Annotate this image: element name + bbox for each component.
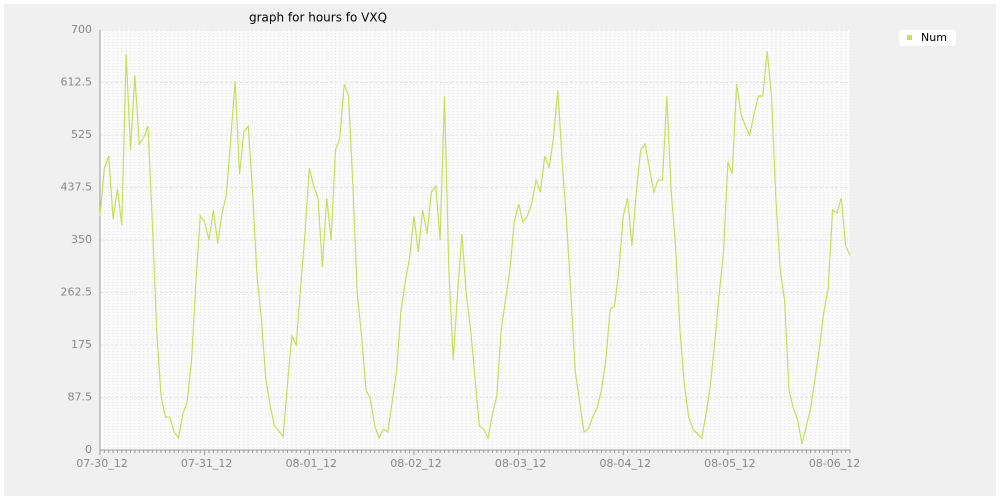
x-tick-label: 08-01_12: [286, 457, 337, 470]
y-tick-label: 525: [71, 128, 92, 141]
x-tick-label: 08-02_12: [390, 457, 441, 470]
legend[interactable]: Num: [899, 30, 956, 46]
legend-box: [899, 30, 956, 46]
x-tick-label: 08-03_12: [495, 457, 546, 470]
y-tick-label: 87.5: [68, 391, 93, 404]
x-tick-label: 07-31_12: [181, 457, 232, 470]
y-tick-label: 262.5: [61, 286, 93, 299]
data-line: [99, 50, 851, 445]
x-tick-label: 08-05_12: [704, 457, 755, 470]
x-tick-label: 07-30_12: [76, 457, 127, 470]
y-tick-label: 437.5: [61, 181, 93, 194]
y-tick-label: 700: [71, 23, 92, 36]
x-tick-label: 08-06_12: [809, 457, 860, 470]
y-tick-label: 0: [85, 443, 92, 456]
legend-swatch: [907, 35, 912, 40]
chart-title: graph for hours fo VXQ: [249, 11, 387, 25]
y-tick-label: 350: [71, 233, 92, 246]
legend-label: Num: [921, 31, 947, 44]
x-tick-label: 08-04_12: [600, 457, 651, 470]
y-tick-label: 612.5: [61, 76, 93, 89]
y-tick-label: 175: [71, 338, 92, 351]
